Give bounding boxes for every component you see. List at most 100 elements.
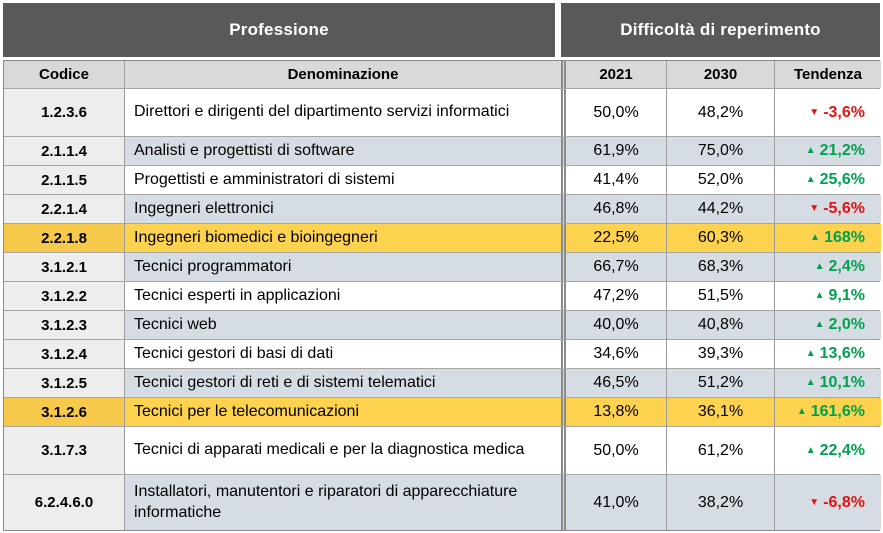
tendenza-cell: ▲ 21,2% (774, 137, 881, 165)
value-2030-cell: 52,0% (666, 166, 774, 194)
professions-table: Professione Difficoltà di reperimento Co… (3, 3, 881, 531)
trend-up-icon: ▲ (805, 145, 816, 156)
denominazione-cell: Tecnici web (124, 311, 561, 339)
table-row: 3.1.2.2 Tecnici esperti in applicazioni … (4, 281, 881, 310)
tendenza-cell: ▼ -6,8% (774, 475, 881, 530)
column-header-2021: 2021 (561, 61, 666, 88)
denominazione-cell: Tecnici gestori di reti e di sistemi tel… (124, 369, 561, 397)
value-2030-cell: 40,8% (666, 311, 774, 339)
table-row: 6.2.4.6.0 Installatori, manutentori e ri… (4, 474, 881, 530)
value-2021-cell: 40,0% (561, 311, 666, 339)
trend-value: -5,6% (823, 200, 865, 217)
column-header-2030: 2030 (666, 61, 774, 88)
denominazione-text: Tecnici di apparati medicali e per la di… (134, 441, 525, 459)
value-2030-cell: 75,0% (666, 137, 774, 165)
tendenza-cell: ▲ 2,0% (774, 311, 881, 339)
denominazione-text: Ingegneri elettronici (134, 199, 274, 217)
table-row: 3.1.2.3 Tecnici web 40,0% 40,8% ▲ 2,0% (4, 310, 881, 339)
denominazione-cell: Installatori, manutentori e riparatori d… (124, 475, 561, 530)
trend-value: 21,2% (819, 142, 865, 159)
denominazione-text: Tecnici per le telecomunicazioni (134, 402, 359, 420)
trend-value: 10,1% (819, 374, 865, 391)
trend-value: 161,6% (810, 403, 865, 420)
group-header-row: Professione Difficoltà di reperimento (3, 3, 880, 57)
value-2021-cell: 46,8% (561, 195, 666, 223)
trend-value: 13,6% (819, 345, 865, 362)
value-2021-cell: 46,5% (561, 369, 666, 397)
value-2030-cell: 61,2% (666, 427, 774, 474)
tendenza-cell: ▲ 10,1% (774, 369, 881, 397)
table-row: 3.1.2.5 Tecnici gestori di reti e di sis… (4, 368, 881, 397)
table-row: 2.2.1.4 Ingegneri elettronici 46,8% 44,2… (4, 194, 881, 223)
value-2021-cell: 22,5% (561, 224, 666, 252)
trend-up-icon: ▲ (805, 377, 816, 388)
column-header-denominazione: Denominazione (124, 61, 561, 88)
denominazione-cell: Tecnici gestori di basi di dati (124, 340, 561, 368)
trend-value: 2,0% (828, 316, 865, 333)
trend-down-icon: ▼ (809, 203, 820, 214)
codice-cell: 2.2.1.8 (4, 224, 124, 252)
trend-value: -3,6% (823, 103, 865, 121)
value-2030-cell: 36,1% (666, 398, 774, 426)
value-2030-cell: 51,5% (666, 282, 774, 310)
column-header-codice: Codice (4, 61, 124, 88)
denominazione-text: Ingegneri biomedici e bioingegneri (134, 228, 378, 246)
trend-up-icon: ▲ (810, 232, 821, 243)
tendenza-cell: ▲ 9,1% (774, 282, 881, 310)
denominazione-cell: Progettisti e amministratori di sistemi (124, 166, 561, 194)
tendenza-cell: ▲ 13,6% (774, 340, 881, 368)
value-2021-cell: 41,4% (561, 166, 666, 194)
table-row: 2.1.1.4 Analisti e progettisti di softwa… (4, 136, 881, 165)
value-2030-cell: 44,2% (666, 195, 774, 223)
tendenza-cell: ▲ 168% (774, 224, 881, 252)
denominazione-text: Installatori, manutentori e riparatori d… (134, 483, 518, 521)
tendenza-cell: ▲ 2,4% (774, 253, 881, 281)
table-row: 2.2.1.8 Ingegneri biomedici e bioingegne… (4, 223, 881, 252)
column-header-row: Codice Denominazione 2021 2030 Tendenza (4, 61, 881, 88)
table-row: 3.1.2.6 Tecnici per le telecomunicazioni… (4, 397, 881, 426)
codice-cell: 3.1.2.5 (4, 369, 124, 397)
denominazione-cell: Direttori e dirigenti del dipartimento s… (124, 89, 561, 136)
trend-value: 9,1% (828, 287, 865, 304)
denominazione-cell: Tecnici per le telecomunicazioni (124, 398, 561, 426)
value-2030-cell: 48,2% (666, 89, 774, 136)
group-header-gap (555, 3, 561, 57)
table-row: 3.1.2.4 Tecnici gestori di basi di dati … (4, 339, 881, 368)
trend-value: 2,4% (828, 258, 865, 275)
group-header-difficolta: Difficoltà di reperimento (561, 3, 880, 57)
denominazione-cell: Analisti e progettisti di software (124, 137, 561, 165)
table-row: 2.1.1.5 Progettisti e amministratori di … (4, 165, 881, 194)
value-2021-cell: 13,8% (561, 398, 666, 426)
denominazione-text: Tecnici gestori di basi di dati (134, 344, 334, 362)
value-2021-cell: 50,0% (561, 427, 666, 474)
group-header-professione: Professione (3, 3, 555, 57)
trend-value: -6,8% (823, 493, 865, 511)
codice-cell: 3.1.2.1 (4, 253, 124, 281)
trend-down-icon: ▼ (809, 496, 820, 508)
denominazione-cell: Tecnici programmatori (124, 253, 561, 281)
codice-cell: 3.1.2.4 (4, 340, 124, 368)
value-2021-cell: 66,7% (561, 253, 666, 281)
denominazione-text: Direttori e dirigenti del dipartimento s… (134, 103, 510, 121)
denominazione-cell: Tecnici esperti in applicazioni (124, 282, 561, 310)
codice-cell: 2.1.1.5 (4, 166, 124, 194)
trend-up-icon: ▲ (814, 319, 825, 330)
table-row: 3.1.2.1 Tecnici programmatori 66,7% 68,3… (4, 252, 881, 281)
trend-up-icon: ▲ (814, 290, 825, 301)
denominazione-cell: Ingegneri elettronici (124, 195, 561, 223)
codice-cell: 3.1.2.6 (4, 398, 124, 426)
trend-down-icon: ▼ (809, 106, 820, 118)
tendenza-cell: ▼ -5,6% (774, 195, 881, 223)
value-2021-cell: 34,6% (561, 340, 666, 368)
value-2030-cell: 68,3% (666, 253, 774, 281)
codice-cell: 1.2.3.6 (4, 89, 124, 136)
value-2021-cell: 61,9% (561, 137, 666, 165)
codice-cell: 6.2.4.6.0 (4, 475, 124, 530)
trend-up-icon: ▲ (814, 261, 825, 272)
denominazione-text: Tecnici web (134, 315, 217, 333)
denominazione-text: Tecnici esperti in applicazioni (134, 286, 341, 304)
value-2030-cell: 39,3% (666, 340, 774, 368)
tendenza-cell: ▲ 22,4% (774, 427, 881, 474)
trend-value: 25,6% (819, 171, 865, 188)
codice-cell: 2.1.1.4 (4, 137, 124, 165)
